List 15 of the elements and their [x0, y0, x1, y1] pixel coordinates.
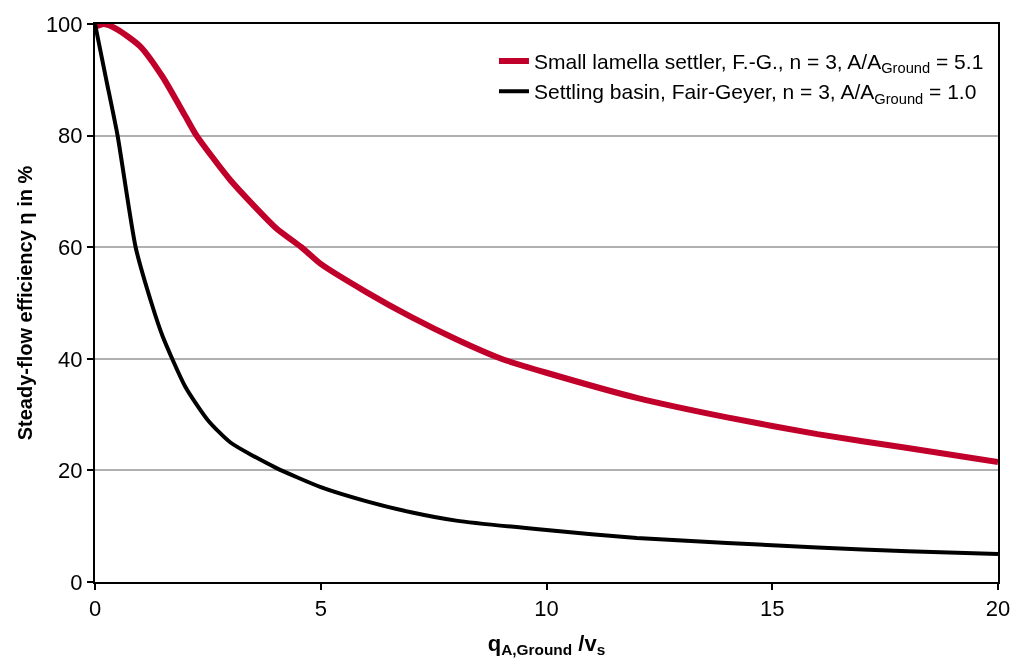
y-axis-title: Steady-flow efficiency η in %: [13, 165, 36, 441]
y-tick-label: 60: [58, 234, 83, 260]
y-tick-label: 80: [58, 123, 83, 149]
y-tick-label: 40: [58, 346, 83, 372]
x-tick-label: 10: [534, 596, 559, 622]
legend-label: Settling basin, Fair-Geyer, n = 3, A/A$_{Ground}$ = 1.0: [533, 80, 977, 107]
x-tick-label: 5: [314, 596, 327, 622]
y-tick-label: 0: [70, 569, 83, 595]
y-tick-label: 20: [58, 458, 83, 484]
x-tick-label: 15: [760, 596, 785, 622]
x-axis-title: q$_{A,Ground}$ /v$_{s}$: [487, 630, 606, 659]
y-tick-label: 100: [45, 11, 83, 37]
x-tick-label: 0: [88, 596, 102, 622]
legend-label: Small lamella settler, F.-G., n = 3, A/A$_{Ground}$ = 5.1: [533, 50, 984, 77]
x-tick-label: 20: [985, 596, 1011, 622]
